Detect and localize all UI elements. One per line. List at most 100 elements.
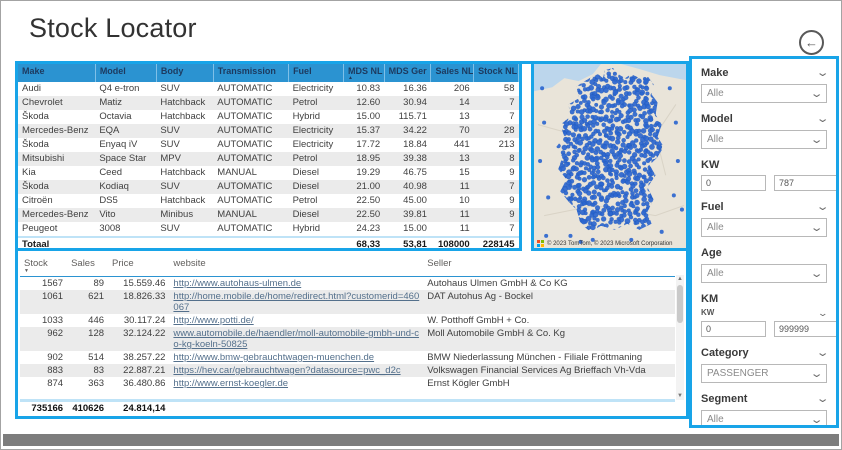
filter-header-fuel[interactable]: Fuel ⌄ xyxy=(701,200,829,214)
filter-header-kw[interactable]: KW xyxy=(701,158,827,172)
website-link[interactable]: http://www.autohaus-ulmen.de xyxy=(173,278,302,289)
sort-descending-icon: ▼ xyxy=(24,268,29,274)
table-cell: MANUAL xyxy=(213,208,289,222)
column-header-mds-ger[interactable]: MDS Ger xyxy=(384,64,432,82)
filter-group-kw: KW xyxy=(701,158,836,191)
table-row[interactable]: Citroën DS5 Hatchback AUTOMATIC Petrol 22.50 4… xyxy=(18,194,519,208)
filter-group-fuel: Fuel ⌄ Alle ⌄ xyxy=(701,200,829,237)
filter-label: Model xyxy=(701,113,733,125)
table-cell: Diesel xyxy=(288,180,344,194)
table-row[interactable]: Chevrolet Matiz Hatchback AUTOMATIC Petrol 12… xyxy=(18,96,519,110)
vertical-scrollbar[interactable]: ▲ ▼ xyxy=(676,275,684,400)
column-header-website[interactable]: website xyxy=(169,255,424,277)
table-cell: 89 xyxy=(93,278,105,289)
filter-header-segment[interactable]: Segment ⌄ xyxy=(701,392,829,406)
filter-subheader[interactable]: KW ⌄ xyxy=(701,307,829,318)
website-link[interactable]: https://hev.car/gebrauchtwagen?datasourc… xyxy=(173,365,401,376)
scroll-down-icon[interactable]: ▼ xyxy=(677,393,683,399)
table-cell: Petrol xyxy=(292,195,318,206)
column-header-transmission[interactable]: Transmission xyxy=(213,64,290,82)
map-canvas xyxy=(534,64,686,248)
column-header-mds-nl[interactable]: MDS NL ▲ xyxy=(343,64,385,82)
filter-group-age: Age Alle ⌄ xyxy=(701,246,827,283)
column-header-sales-nl[interactable]: Sales NL xyxy=(430,64,475,82)
column-header-seller[interactable]: Seller xyxy=(423,255,675,277)
total-cell: Totaal xyxy=(18,236,96,248)
column-header-price[interactable]: Price xyxy=(108,255,170,277)
website-link[interactable]: www.automobile.de/haendler/moll-automobi… xyxy=(173,328,419,350)
table-row[interactable]: Audi Q4 e-tron SUV AUTOMATIC Electricity 10.8… xyxy=(18,82,519,96)
table-cell: Space Star xyxy=(95,152,157,166)
table-cell: 36.480.86 xyxy=(123,378,166,389)
table-cell: W. Potthoff GmbH + Co. xyxy=(427,315,530,326)
website-link[interactable]: http://www.potti.de/ xyxy=(173,315,254,326)
column-header-sales[interactable]: Sales xyxy=(67,255,109,277)
table-cell: 39.81 xyxy=(384,208,431,222)
website-link[interactable]: http://www.ernst-koegler.de xyxy=(173,378,289,389)
table-row[interactable]: Mitsubishi Space Star MPV AUTOMATIC Petrol 18… xyxy=(18,152,519,166)
table-row[interactable]: Mercedes-Benz Vito Minibus MANUAL Diesel 22.5… xyxy=(18,208,519,222)
table-cell: SUV xyxy=(160,223,180,234)
column-header-body[interactable]: Body xyxy=(156,64,214,82)
filter-max-input-km[interactable] xyxy=(774,321,836,337)
total-row: 735166 410626 24.814,14 xyxy=(20,402,675,415)
table-cell: SUV xyxy=(156,180,214,194)
filter-dropdown-age[interactable]: Alle ⌄ xyxy=(701,264,827,283)
table-cell: 83 xyxy=(67,364,109,377)
table-row[interactable]: Peugeot 3008 SUV AUTOMATIC Hybrid 24.23 15.00 1… xyxy=(18,222,519,237)
table-cell: Q4 e-tron xyxy=(99,83,140,94)
table-row[interactable]: 874 363 36.480.86 http://www.ernst-koegler.… xyxy=(20,377,675,390)
filter-label: Make xyxy=(701,67,729,79)
filter-dropdown-category[interactable]: PASSENGER ⌄ xyxy=(701,364,827,383)
filter-max-input-kw[interactable] xyxy=(774,175,836,191)
horizontal-scroll-strip[interactable] xyxy=(20,399,675,402)
column-header-model[interactable]: Model xyxy=(95,64,157,82)
table-row[interactable]: 1061 621 18.826.33 http://home.mobile.de/ho… xyxy=(20,290,675,314)
table-row[interactable]: 1567 89 15.559.46 http://www.autohaus-ulmen… xyxy=(20,277,675,291)
table-row[interactable]: Mercedes-Benz EQA SUV AUTOMATIC Electricity 1… xyxy=(18,124,519,138)
website-link[interactable]: http://www.bmw-gebrauchtwagen-muenchen.d… xyxy=(173,352,375,363)
table-cell: Mercedes-Benz xyxy=(18,124,96,138)
column-header-stock[interactable]: Stock ▼ xyxy=(20,255,68,277)
filter-header-make[interactable]: Make ⌄ xyxy=(701,66,829,80)
table-cell: 19.29 xyxy=(356,167,381,178)
table-row[interactable]: 883 83 22.887.21 https://hev.car/gebrauchtw… xyxy=(20,364,675,377)
table-cell: 7 xyxy=(509,111,515,122)
table-cell: 13 xyxy=(459,111,470,122)
column-header-stock-nl[interactable]: Stock NL xyxy=(473,64,519,82)
table-row[interactable]: 962 128 32.124.22 www.automobile.de/haendle… xyxy=(20,327,675,351)
table-row[interactable]: Škoda Enyaq iV SUV AUTOMATIC Electricity 17.7… xyxy=(18,138,519,152)
table-cell: 1061 xyxy=(20,290,68,314)
column-header-fuel[interactable]: Fuel xyxy=(288,64,344,82)
filter-sublabel: KW xyxy=(701,308,715,317)
table-row[interactable]: Kia Ceed Hatchback MANUAL Diesel 19.29 46.75 15… xyxy=(18,166,519,180)
filter-dropdown-segment[interactable]: Alle ⌄ xyxy=(701,410,827,425)
scrollbar-thumb[interactable] xyxy=(677,285,683,323)
filter-dropdown-make[interactable]: Alle ⌄ xyxy=(701,84,827,103)
table-cell: 46.75 xyxy=(403,167,427,178)
table-row[interactable]: Škoda Kodiaq SUV AUTOMATIC Diesel 21.00 40.98 1… xyxy=(18,180,519,194)
chevron-down-icon: ⌄ xyxy=(809,267,824,280)
table-cell: MANUAL xyxy=(217,167,257,178)
filter-min-input-kw[interactable] xyxy=(701,175,766,191)
germany-bubble-map[interactable]: © 2023 TomTom, © 2023 Microsoft Corporat… xyxy=(531,64,686,251)
chevron-down-icon: ⌄ xyxy=(809,87,824,100)
table-row[interactable]: 1033 446 30.117.24 http://www.potti.de/W. P… xyxy=(20,314,675,327)
microsoft-logo-icon xyxy=(537,240,544,247)
filter-min-input-km[interactable] xyxy=(701,321,766,337)
column-header-make[interactable]: Make xyxy=(18,64,96,82)
table-row[interactable]: Škoda Octavia Hatchback AUTOMATIC Hybrid 15.0… xyxy=(18,110,519,124)
total-cell: 68,33 xyxy=(343,236,385,248)
filter-header-age[interactable]: Age xyxy=(701,246,827,260)
page-title: Stock Locator xyxy=(29,13,197,43)
table-cell: Hybrid xyxy=(292,111,321,122)
filter-header-model[interactable]: Model ⌄ xyxy=(701,112,829,126)
table-row[interactable]: 902 514 38.257.22 http://www.bmw-gebrauchtw… xyxy=(20,351,675,364)
filter-header-category[interactable]: Category ⌄ xyxy=(701,346,829,360)
website-link[interactable]: http://home.mobile.de/home/redirect.html… xyxy=(173,291,420,313)
filter-dropdown-fuel[interactable]: Alle ⌄ xyxy=(701,218,827,237)
back-button[interactable]: ← xyxy=(799,30,824,55)
filter-dropdown-model[interactable]: Alle ⌄ xyxy=(701,130,827,149)
filter-header-km[interactable]: KM xyxy=(701,292,827,306)
scroll-up-icon[interactable]: ▲ xyxy=(677,276,683,282)
